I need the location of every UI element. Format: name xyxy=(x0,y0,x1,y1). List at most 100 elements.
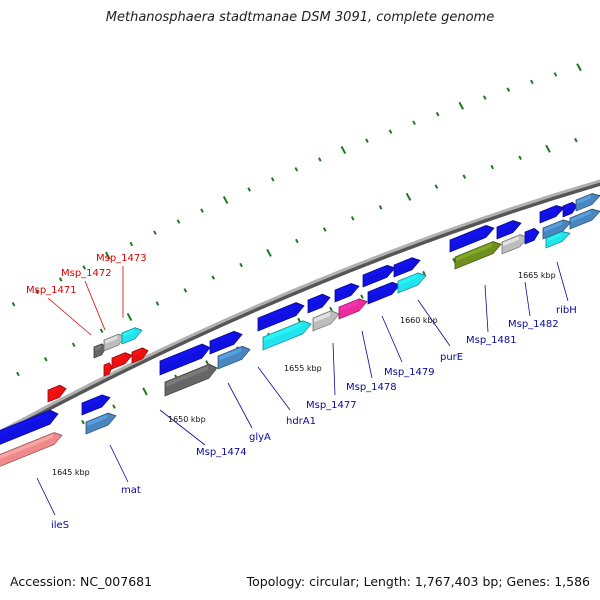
gene-arrow-highlight xyxy=(340,300,358,312)
gene-labels: Msp_1473 Msp_1472 Msp_1471 ileS mat Msp_… xyxy=(26,253,577,531)
tick-mark xyxy=(553,72,558,77)
gene-arrow-highlight xyxy=(547,232,561,242)
tick-mark xyxy=(126,312,133,321)
gene-label-msp-1481[interactable]: Msp_1481 xyxy=(466,335,517,346)
gene-arrow[interactable] xyxy=(159,341,211,376)
tick-mark xyxy=(530,79,534,85)
gene-arrow-highlight xyxy=(314,312,330,323)
gene-arrow[interactable] xyxy=(569,206,600,230)
map-title: Methanosphaera stadtmanae DSM 3091, comp… xyxy=(105,10,495,25)
gene-arrow-highlight xyxy=(49,386,59,395)
tick-mark xyxy=(205,360,209,365)
tick-mark xyxy=(350,216,355,221)
gene-arrow-highlight xyxy=(571,210,591,222)
tick-mark xyxy=(518,155,522,160)
tick-mark xyxy=(112,404,116,409)
gene-arrow[interactable] xyxy=(164,361,218,397)
gene-arrow[interactable] xyxy=(209,328,243,355)
gene-arrow[interactable] xyxy=(262,318,312,351)
gene-label-glya[interactable]: glyA xyxy=(249,432,271,443)
tick-mark xyxy=(574,137,578,143)
tick-mark xyxy=(222,195,229,204)
tick-mark xyxy=(378,205,383,210)
gene-label-iles[interactable]: ileS xyxy=(51,520,69,531)
gene-label-msp-1474[interactable]: Msp_1474 xyxy=(196,447,247,458)
tick-mark xyxy=(16,371,20,377)
gene-arrow[interactable] xyxy=(397,270,427,294)
gene-arrow-highlight xyxy=(219,347,241,361)
gene-arrow-highlight xyxy=(259,304,295,323)
gene-label-msp-1473[interactable]: Msp_1473 xyxy=(96,253,147,264)
tick-mark xyxy=(295,238,299,244)
gene-arrow[interactable] xyxy=(0,407,59,447)
tick-mark xyxy=(412,120,416,126)
leader-line xyxy=(47,297,92,336)
leader-line xyxy=(524,281,531,317)
tick-mark xyxy=(388,129,393,134)
tick-mark xyxy=(340,146,347,155)
gene-label-msp-1471[interactable]: Msp_1471 xyxy=(26,285,77,296)
leader-line xyxy=(556,261,569,302)
scale-label: 1645 kbp xyxy=(52,468,90,477)
gene-arrow-highlight xyxy=(105,335,118,344)
gene-arrow-highlight xyxy=(166,365,208,387)
gene-arrow[interactable] xyxy=(338,296,368,320)
genome-backbone-shadow xyxy=(0,179,600,438)
gene-arrow-highlight xyxy=(498,221,512,232)
gene-label-hdra1[interactable]: hdrA1 xyxy=(286,416,316,427)
tick-mark xyxy=(435,111,440,117)
gene-arrow[interactable] xyxy=(367,279,401,305)
gene-arrow[interactable] xyxy=(454,238,502,270)
gene-arrow[interactable] xyxy=(0,429,63,469)
gene-arrow-highlight xyxy=(133,349,142,356)
gene-arrow-highlight xyxy=(0,433,53,461)
tick-mark xyxy=(576,63,582,72)
gene-arrow[interactable] xyxy=(85,410,117,435)
leader-line xyxy=(84,280,106,331)
tick-mark xyxy=(462,174,467,179)
tick-mark xyxy=(422,270,426,276)
gene-arrow[interactable] xyxy=(362,262,396,288)
gene-features xyxy=(0,190,600,469)
gene-arrow-highlight xyxy=(564,203,572,210)
tick-mark xyxy=(365,138,369,143)
gene-arrow[interactable] xyxy=(449,222,495,253)
gene-arrow-highlight xyxy=(0,411,49,437)
tick-mark xyxy=(211,275,216,280)
gene-arrow[interactable] xyxy=(575,190,600,212)
leader-line xyxy=(484,284,489,333)
gene-arrow-highlight xyxy=(399,274,417,286)
gene-label-msp-1477[interactable]: Msp_1477 xyxy=(306,400,357,411)
tick-mark xyxy=(360,294,364,299)
gene-arrow[interactable] xyxy=(539,202,565,224)
gene-label-msp-1478[interactable]: Msp_1478 xyxy=(346,382,397,393)
leader-line xyxy=(332,342,336,396)
gene-label-msp-1472[interactable]: Msp_1472 xyxy=(61,268,112,279)
tick-mark xyxy=(490,164,495,170)
gene-arrow[interactable] xyxy=(81,392,111,416)
gene-arrow[interactable] xyxy=(496,217,522,240)
tick-mark xyxy=(322,227,327,232)
tick-mark xyxy=(270,177,275,182)
gene-arrow[interactable] xyxy=(257,299,305,332)
tick-mark xyxy=(329,306,333,312)
gene-arrow[interactable] xyxy=(501,231,529,255)
gene-arrow[interactable] xyxy=(334,280,360,303)
gene-arrow[interactable] xyxy=(121,325,143,345)
tick-mark xyxy=(405,192,412,201)
gene-arrow-highlight xyxy=(456,243,492,262)
gene-arrow[interactable] xyxy=(545,228,571,249)
gene-arrow[interactable] xyxy=(393,254,421,278)
tick-mark xyxy=(458,101,464,110)
gene-label-msp-1482[interactable]: Msp_1482 xyxy=(508,319,559,330)
tick-mark xyxy=(155,301,160,306)
gene-arrow[interactable] xyxy=(111,350,133,370)
gene-label-pure[interactable]: purE xyxy=(440,352,463,363)
gene-arrow[interactable] xyxy=(542,217,572,240)
gene-arrow[interactable] xyxy=(217,343,251,370)
gene-label-mat[interactable]: mat xyxy=(121,485,141,496)
gene-label-ribh[interactable]: ribH xyxy=(556,305,577,316)
gene-label-msp-1479[interactable]: Msp_1479 xyxy=(384,367,435,378)
gene-arrow[interactable] xyxy=(312,307,340,332)
